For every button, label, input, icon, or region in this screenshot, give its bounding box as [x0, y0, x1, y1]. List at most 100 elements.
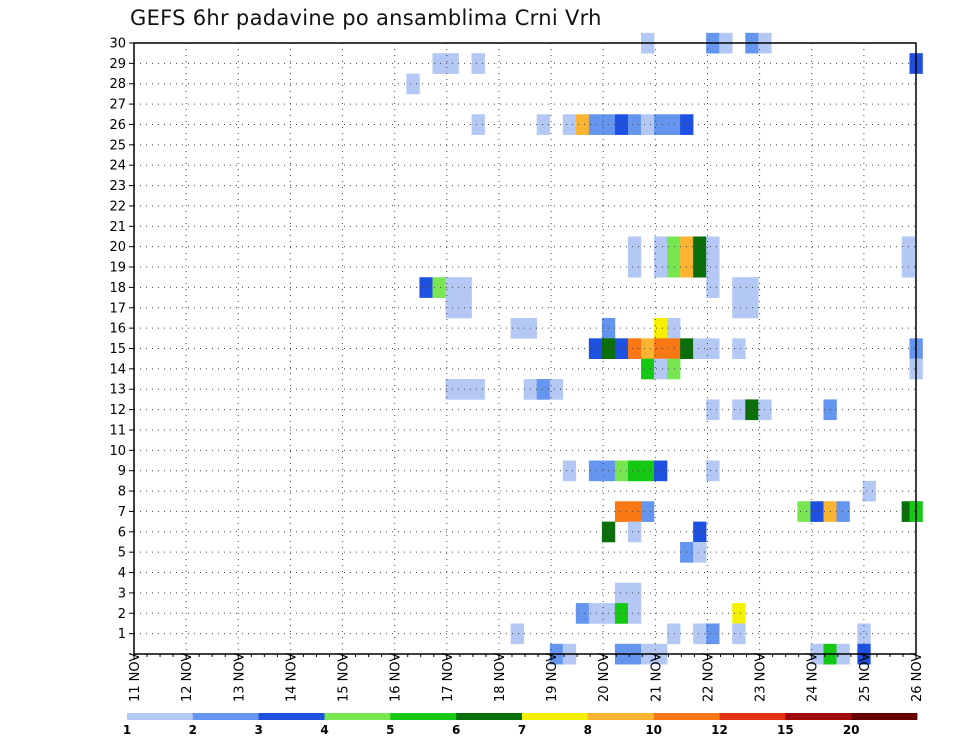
heatmap-cell [693, 236, 707, 258]
heatmap-cell [510, 317, 524, 339]
heatmap-cell [745, 297, 759, 319]
y-tick-label: 12 [109, 403, 126, 418]
legend-swatch [456, 713, 523, 720]
legend-swatch [258, 713, 325, 720]
heatmap-cell [706, 460, 720, 482]
legend-label: 6 [452, 723, 460, 737]
heatmap-cell [641, 114, 655, 135]
heatmap-cell [627, 114, 642, 135]
heatmap-cell [654, 338, 668, 359]
heatmap-cell [693, 521, 707, 543]
y-tick-label: 19 [109, 261, 126, 276]
x-tick-label: 26 NOV [910, 653, 925, 702]
heatmap-cell [732, 297, 746, 319]
y-tick-label: 9 [118, 464, 126, 479]
x-tick-label: 11 NOV [128, 653, 143, 702]
heatmap-cell [536, 114, 551, 135]
heatmap-cell [588, 114, 603, 135]
heatmap-cell [614, 603, 629, 624]
legend-swatch [587, 713, 655, 720]
heatmap-cell [614, 501, 629, 522]
heatmap-cell [432, 53, 446, 74]
heatmap-cell [706, 256, 720, 278]
y-tick-label: 23 [109, 179, 126, 194]
legend-label: 4 [320, 723, 328, 737]
x-tick-label: 24 NOV [806, 653, 821, 702]
legend-swatch [851, 713, 918, 720]
legend-label: 1 [123, 723, 131, 737]
heatmap-cell [667, 114, 681, 135]
heatmap-cell [732, 277, 746, 298]
legend-label: 5 [386, 723, 394, 737]
heatmap-cell [575, 603, 590, 624]
heatmap-cell [536, 379, 551, 400]
y-tick-label: 2 [118, 607, 126, 622]
y-tick-label: 30 [109, 37, 126, 52]
x-tick-label: 17 NOV [441, 653, 456, 702]
legend-label: 12 [711, 723, 728, 737]
y-tick-label: 22 [109, 199, 126, 214]
heatmap-cell [627, 236, 642, 258]
heatmap-cell [706, 236, 720, 258]
heatmap-cell [732, 623, 746, 645]
heatmap-cell [641, 460, 655, 482]
y-tick-label: 20 [109, 240, 126, 255]
heatmap-cell [614, 114, 629, 135]
heatmap-cell [458, 297, 472, 319]
heatmap-cell [627, 256, 642, 278]
heatmap-cell [471, 53, 485, 74]
heatmap-cell [797, 501, 811, 522]
heatmap-cell [627, 338, 642, 359]
y-tick-label: 16 [109, 322, 126, 337]
heatmap-cell [862, 480, 876, 502]
heatmap-cell [693, 256, 707, 278]
heatmap-cell [432, 277, 446, 298]
legend-swatch [390, 713, 457, 720]
heatmap-cell [654, 114, 668, 135]
x-tick-label: 12 NOV [180, 653, 195, 702]
y-tick-label: 24 [109, 159, 126, 174]
legend-label: 15 [777, 723, 794, 737]
heatmap-cell [667, 317, 681, 339]
heatmap-cell [654, 460, 668, 482]
x-tick-label: 20 NOV [597, 653, 612, 702]
heatmap-cell [588, 460, 603, 482]
y-tick-label: 7 [118, 505, 126, 520]
heatmap-cell [693, 623, 707, 645]
heatmap-cell [562, 460, 577, 482]
heatmap-cell [627, 501, 642, 522]
heatmap-cell [667, 358, 681, 380]
heatmap-cell [549, 379, 564, 400]
cells-layer [406, 32, 923, 665]
heatmap-cell [667, 236, 681, 258]
heatmap-cell [641, 338, 655, 359]
heatmap-cell [836, 501, 850, 522]
heatmap-cell [654, 317, 668, 339]
heatmap-cell [419, 277, 433, 298]
heatmap-cell [458, 277, 472, 298]
legend-label: 8 [584, 723, 592, 737]
legend-swatch [785, 713, 852, 720]
x-tick-label: 18 NOV [493, 653, 508, 702]
x-tick-label: 19 NOV [545, 653, 560, 702]
legend-swatch [653, 713, 720, 720]
y-tick-label: 5 [118, 546, 126, 561]
y-tick-label: 15 [109, 342, 126, 357]
y-tick-label: 17 [109, 301, 126, 316]
y-tick-label: 11 [109, 423, 126, 438]
heatmap-cell [458, 379, 472, 400]
x-tick-label: 23 NOV [754, 653, 769, 702]
y-tick-label: 27 [109, 98, 126, 113]
x-tick-label: 14 NOV [284, 653, 299, 702]
y-tick-label: 1 [118, 627, 126, 642]
heatmap-cell [732, 399, 746, 421]
heatmap-cell [667, 623, 681, 645]
y-tick-label: 8 [118, 485, 126, 500]
heatmap-cell [588, 338, 603, 359]
heatmap-cell [627, 521, 642, 543]
heatmap-cell [510, 623, 524, 645]
heatmap-cell [562, 114, 577, 135]
heatmap-cell [706, 623, 720, 645]
legend-swatch [192, 713, 260, 720]
